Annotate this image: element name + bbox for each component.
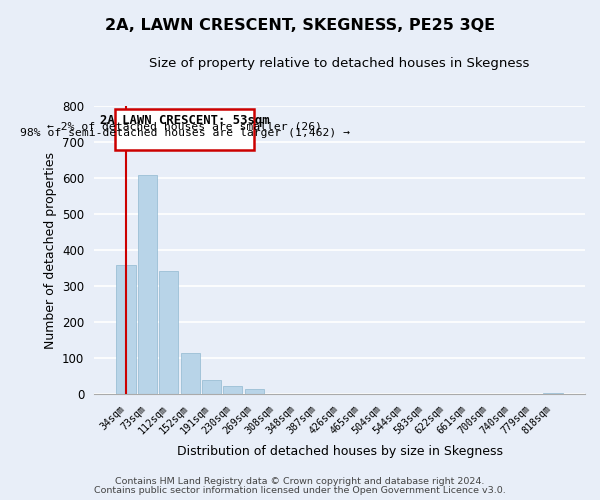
Bar	[181, 352, 200, 394]
Text: Contains public sector information licensed under the Open Government Licence v3: Contains public sector information licen…	[94, 486, 506, 495]
Bar	[116, 265, 136, 394]
Title: Size of property relative to detached houses in Skegness: Size of property relative to detached ho…	[149, 58, 530, 70]
Bar	[202, 380, 221, 394]
Bar	[245, 389, 264, 394]
Text: Contains HM Land Registry data © Crown copyright and database right 2024.: Contains HM Land Registry data © Crown c…	[115, 477, 485, 486]
Y-axis label: Number of detached properties: Number of detached properties	[44, 152, 56, 348]
Text: 98% of semi-detached houses are larger (1,462) →: 98% of semi-detached houses are larger (…	[20, 128, 350, 138]
Text: 2A, LAWN CRESCENT, SKEGNESS, PE25 3QE: 2A, LAWN CRESCENT, SKEGNESS, PE25 3QE	[105, 18, 495, 32]
Bar	[223, 386, 242, 394]
Text: ← 2% of detached houses are smaller (26): ← 2% of detached houses are smaller (26)	[47, 121, 322, 131]
FancyBboxPatch shape	[115, 109, 254, 150]
Bar	[159, 270, 178, 394]
Bar	[544, 393, 563, 394]
X-axis label: Distribution of detached houses by size in Skegness: Distribution of detached houses by size …	[176, 444, 503, 458]
Text: 2A LAWN CRESCENT: 53sqm: 2A LAWN CRESCENT: 53sqm	[100, 114, 269, 127]
Bar	[138, 174, 157, 394]
